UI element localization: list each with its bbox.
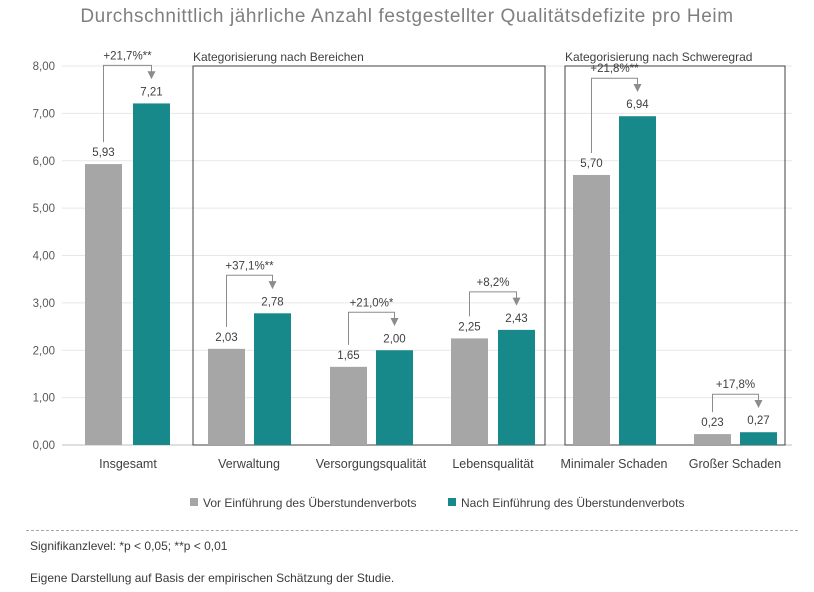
bar-before xyxy=(573,174,610,445)
category-label: Großer Schaden xyxy=(689,457,781,471)
change-label: +8,2% xyxy=(477,277,510,289)
bar-after xyxy=(133,103,170,446)
change-arrow xyxy=(226,274,277,327)
bar-after xyxy=(498,329,535,445)
change-label: +21,7%** xyxy=(103,50,152,62)
category-label: Versorgungsqualität xyxy=(316,457,427,471)
change-arrow xyxy=(591,77,642,153)
bar-after xyxy=(376,350,413,445)
bar-after xyxy=(619,116,656,445)
legend-swatch-after xyxy=(448,498,456,506)
value-label-before: 2,03 xyxy=(215,332,237,344)
legend-label-before: Vor Einführung des Überstundenverbots xyxy=(203,496,416,510)
y-tick-label: 6,00 xyxy=(33,156,55,168)
group-box xyxy=(564,65,786,446)
category-label: Minimaler Schaden xyxy=(561,457,668,471)
bar-after xyxy=(254,313,291,445)
footnote-source: Eigene Darstellung auf Basis der empiris… xyxy=(30,571,395,585)
value-label-after: 7,21 xyxy=(140,86,162,98)
change-label: +37,1%** xyxy=(225,260,274,272)
value-label-before: 2,25 xyxy=(458,321,480,333)
value-label-after: 2,78 xyxy=(261,296,283,308)
y-tick-label: 5,00 xyxy=(33,203,55,215)
value-label-after: 0,27 xyxy=(747,415,769,427)
change-arrow xyxy=(103,64,156,143)
change-arrow xyxy=(348,311,399,345)
y-tick-label: 0,00 xyxy=(33,440,55,452)
value-label-before: 1,65 xyxy=(337,350,359,362)
value-label-before: 5,70 xyxy=(580,158,602,170)
category-label: Insgesamt xyxy=(99,457,157,471)
y-tick-label: 1,00 xyxy=(33,393,55,405)
y-tick-label: 7,00 xyxy=(33,108,55,120)
change-arrow xyxy=(712,393,763,413)
y-tick-label: 4,00 xyxy=(33,251,55,263)
category-label: Verwaltung xyxy=(218,457,280,471)
footnote-significance: Signifikanzlevel: *p < 0,05; **p < 0,01 xyxy=(30,539,228,553)
bar-before xyxy=(208,348,245,445)
legend-swatch-before xyxy=(190,498,198,506)
group-box xyxy=(192,65,546,446)
bar-before xyxy=(451,338,488,445)
bar-chart: 0,00 1,00 2,00 3,00 4,00 5,00 6,00 7,00 8,00 Kate… xyxy=(33,50,792,510)
value-label-before: 5,93 xyxy=(92,147,114,159)
change-arrow xyxy=(469,291,521,317)
y-tick-label: 2,00 xyxy=(33,345,55,357)
value-label-after: 2,43 xyxy=(505,313,527,325)
bar-before xyxy=(694,434,731,445)
y-tick-label: 3,00 xyxy=(33,298,55,310)
value-label-after: 2,00 xyxy=(383,333,405,345)
group-label: Kategorisierung nach Schweregrad xyxy=(565,50,752,64)
bar-after xyxy=(740,432,777,445)
y-tick-label: 8,00 xyxy=(33,61,55,73)
separator-line xyxy=(26,530,798,531)
group-label: Kategorisierung nach Bereichen xyxy=(193,50,364,64)
change-label: +21,0%* xyxy=(350,297,394,309)
bar-before xyxy=(85,164,122,445)
bar-before xyxy=(330,366,367,445)
category-label: Lebensqualität xyxy=(452,457,534,471)
value-label-before: 0,23 xyxy=(701,417,723,429)
chart-title: Durchschnittlich jährliche Anzahl festge… xyxy=(80,6,734,27)
legend-label-after: Nach Einführung des Überstundenverbots xyxy=(461,496,684,510)
change-label: +17,8% xyxy=(716,379,755,391)
value-label-after: 6,94 xyxy=(626,99,649,111)
change-label: +21,8%** xyxy=(590,63,639,75)
